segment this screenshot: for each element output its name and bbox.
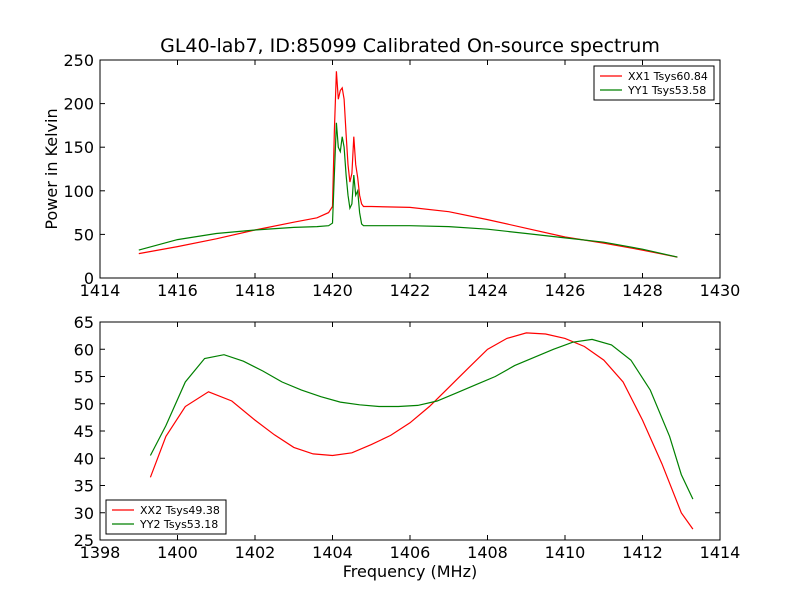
bottom-y-tick-label: 60: [74, 340, 94, 359]
top-series-line-1: [138, 71, 678, 258]
bottom-y-tick-label: 30: [74, 504, 94, 523]
top-y-axis-label: Power in Kelvin: [42, 108, 61, 229]
bottom-legend-label-2: YY2 Tsys53.18: [139, 518, 218, 531]
bottom-series-line-2: [149, 338, 694, 500]
top-x-tick-label: 1428: [622, 281, 663, 300]
bottom-plot: 1398 1400 1402 1404 1406 1408 1410 1412 1414 25 30…: [74, 313, 741, 562]
top-y-tick-label: 50: [74, 225, 94, 244]
top-x-tick-label: 1418: [235, 281, 276, 300]
bottom-legend-box: [105, 499, 227, 535]
bottom-y-tick-label: 65: [74, 313, 94, 332]
bottom-y-tick-label: 35: [74, 477, 94, 496]
bottom-x-tick-label: 1402: [235, 543, 276, 562]
top-x-tick-label: 1424: [467, 281, 508, 300]
top-y-tick-label: 0: [84, 269, 94, 288]
bottom-legend-label-1: XX2 Tsys49.38: [140, 504, 220, 517]
bottom-y-tick-label: 40: [74, 449, 94, 468]
bottom-y-tick-label: 55: [74, 368, 94, 387]
chart-title: GL40-lab7, ID:85099 Calibrated On-source…: [160, 35, 660, 57]
top-y-tick-label: 250: [63, 51, 94, 70]
bottom-x-tick-label: 1410: [545, 543, 586, 562]
top-legend-box: [593, 65, 715, 101]
bottom-y-tick-label: 25: [74, 531, 94, 550]
top-x-tick-label: 1422: [390, 281, 431, 300]
bottom-x-tick-label: 1414: [700, 543, 741, 562]
bottom-x-tick-label: 1408: [467, 543, 508, 562]
top-y-tick-label: 100: [63, 182, 94, 201]
top-x-tick-label: 1420: [312, 281, 353, 300]
bottom-x-tick-label: 1406: [390, 543, 431, 562]
top-legend-label-2: YY1 Tsys53.58: [627, 84, 706, 97]
bottom-x-tick-label: 1404: [312, 543, 353, 562]
top-y-tick-label: 150: [63, 138, 94, 157]
top-x-tick-label: 1426: [545, 281, 586, 300]
top-x-tick-label: 1416: [157, 281, 198, 300]
top-plot: 1414 1416 1418 1420 1422 1424 1426 1428 1430 0 50 1…: [63, 51, 740, 300]
bottom-x-tick-label: 1398: [80, 543, 121, 562]
top-x-tick-label: 1414: [80, 281, 121, 300]
top-series-line-2: [138, 122, 678, 258]
bottom-x-axis-label: Frequency (MHz): [343, 562, 477, 581]
top-legend-label-1: XX1 Tsys60.84: [628, 70, 708, 83]
top-y-tick-label: 200: [63, 95, 94, 114]
bottom-y-tick-label: 50: [74, 395, 94, 414]
bottom-x-tick-label: 1400: [157, 543, 198, 562]
top-x-tick-label: 1430: [700, 281, 741, 300]
bottom-y-tick-label: 45: [74, 422, 94, 441]
bottom-series-line-1: [149, 332, 694, 530]
bottom-x-tick-label: 1412: [622, 543, 663, 562]
